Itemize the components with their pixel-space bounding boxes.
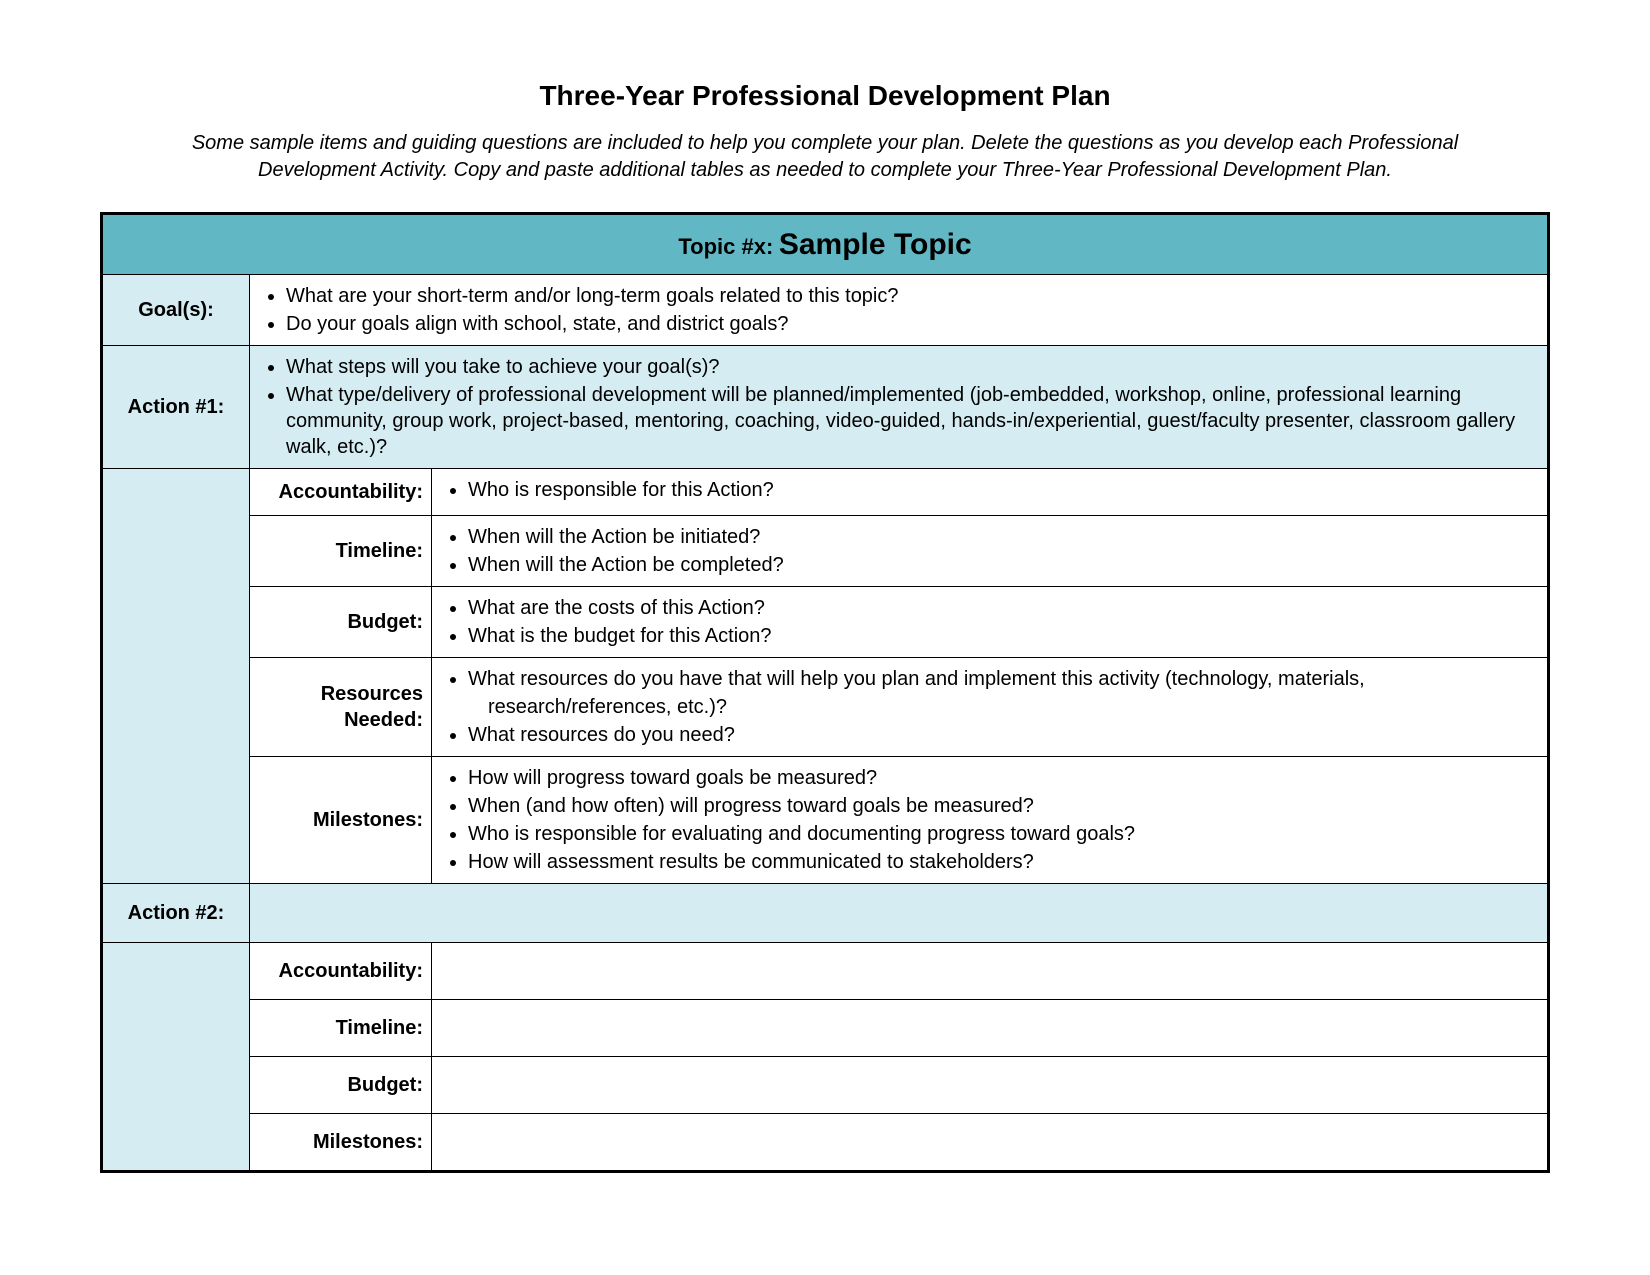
topic-value: Sample Topic xyxy=(779,228,972,261)
intro-text: Some sample items and guiding questions … xyxy=(145,130,1505,184)
timeline2-label: Timeline: xyxy=(250,1000,432,1057)
action2-detail-spacer xyxy=(102,943,250,1172)
milestones-item: Who is responsible for evaluating and do… xyxy=(468,821,1539,847)
budget2-label: Budget: xyxy=(250,1057,432,1114)
milestones-item: How will assessment results be communica… xyxy=(468,849,1539,875)
action2-content xyxy=(250,884,1549,943)
accountability-item: Who is responsible for this Action? xyxy=(468,477,1539,503)
timeline-label: Timeline: xyxy=(250,516,432,587)
timeline-item: When will the Action be completed? xyxy=(468,552,1539,578)
budget-content: What are the costs of this Action? What … xyxy=(432,587,1549,658)
accountability2-content xyxy=(432,943,1549,1000)
milestones-label: Milestones: xyxy=(250,757,432,884)
topic-header: Topic #x: Sample Topic xyxy=(102,214,1549,275)
milestones-content: How will progress toward goals be measur… xyxy=(432,757,1549,884)
action1-item: What type/delivery of professional devel… xyxy=(286,382,1539,460)
goals-item: What are your short-term and/or long-ter… xyxy=(286,283,1539,309)
timeline-content: When will the Action be initiated? When … xyxy=(432,516,1549,587)
resources-label-line2: Needed: xyxy=(344,709,423,731)
resources-label-line1: Resources xyxy=(321,683,423,705)
budget-item: What are the costs of this Action? xyxy=(468,595,1539,621)
goals-content: What are your short-term and/or long-ter… xyxy=(250,275,1549,346)
action1-label: Action #1: xyxy=(102,346,250,469)
budget-item: What is the budget for this Action? xyxy=(468,623,1539,649)
resources-item: What resources do you need? xyxy=(468,722,1539,748)
budget-label: Budget: xyxy=(250,587,432,658)
action2-label: Action #2: xyxy=(102,884,250,943)
action1-detail-spacer xyxy=(102,469,250,884)
resources-content: What resources do you have that will hel… xyxy=(432,658,1549,757)
timeline2-content xyxy=(432,1000,1549,1057)
resources-item-cont: research/references, etc.)? xyxy=(488,694,1539,720)
action1-content: What steps will you take to achieve your… xyxy=(250,346,1549,469)
page-title: Three-Year Professional Development Plan xyxy=(100,80,1550,112)
milestones2-label: Milestones: xyxy=(250,1114,432,1172)
milestones-item: When (and how often) will progress towar… xyxy=(468,793,1539,819)
document-page: Three-Year Professional Development Plan… xyxy=(0,0,1650,1233)
goals-item: Do your goals align with school, state, … xyxy=(286,311,1539,337)
milestones-item: How will progress toward goals be measur… xyxy=(468,765,1539,791)
resources-label: Resources Needed: xyxy=(250,658,432,757)
topic-prefix: Topic #x: xyxy=(678,234,773,259)
accountability2-label: Accountability: xyxy=(250,943,432,1000)
action1-item: What steps will you take to achieve your… xyxy=(286,354,1539,380)
accountability-label: Accountability: xyxy=(250,469,432,516)
budget2-content xyxy=(432,1057,1549,1114)
plan-table: Topic #x: Sample Topic Goal(s): What are… xyxy=(100,212,1550,1173)
accountability-content: Who is responsible for this Action? xyxy=(432,469,1549,516)
resources-item: What resources do you have that will hel… xyxy=(468,666,1539,692)
timeline-item: When will the Action be initiated? xyxy=(468,524,1539,550)
milestones2-content xyxy=(432,1114,1549,1172)
goals-label: Goal(s): xyxy=(102,275,250,346)
